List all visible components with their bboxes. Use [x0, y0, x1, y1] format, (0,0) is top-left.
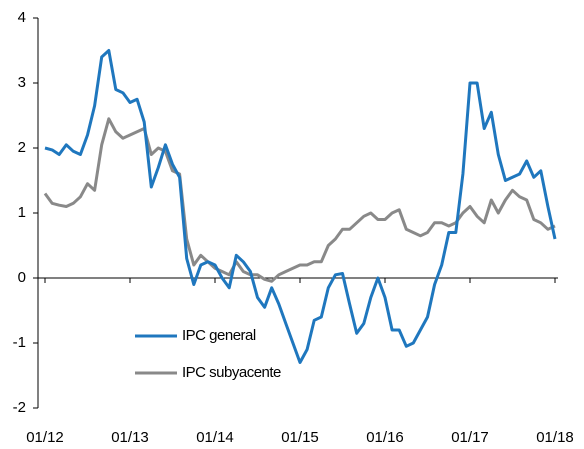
y-tick-label: -2 — [13, 399, 26, 416]
x-tick-label: 01/14 — [196, 429, 234, 446]
legend-label: IPC subyacente — [182, 364, 281, 381]
y-tick-label: -1 — [13, 334, 26, 351]
x-tick-label: 01/16 — [366, 429, 404, 446]
y-tick-label: 4 — [18, 9, 26, 26]
y-tick-label: 0 — [18, 269, 26, 286]
y-tick-label: 1 — [18, 204, 26, 221]
y-tick-label: 3 — [18, 74, 26, 91]
x-tick-label: 01/13 — [111, 429, 149, 446]
x-tick-label: 01/15 — [281, 429, 319, 446]
legend-label: IPC general — [182, 327, 256, 344]
x-tick-label: 01/17 — [451, 429, 489, 446]
x-tick-label: 01/18 — [536, 429, 574, 446]
series-line — [44, 49, 557, 364]
series-line — [43, 117, 556, 283]
x-tick-label: 01/12 — [26, 429, 64, 446]
y-tick-label: 2 — [18, 139, 26, 156]
